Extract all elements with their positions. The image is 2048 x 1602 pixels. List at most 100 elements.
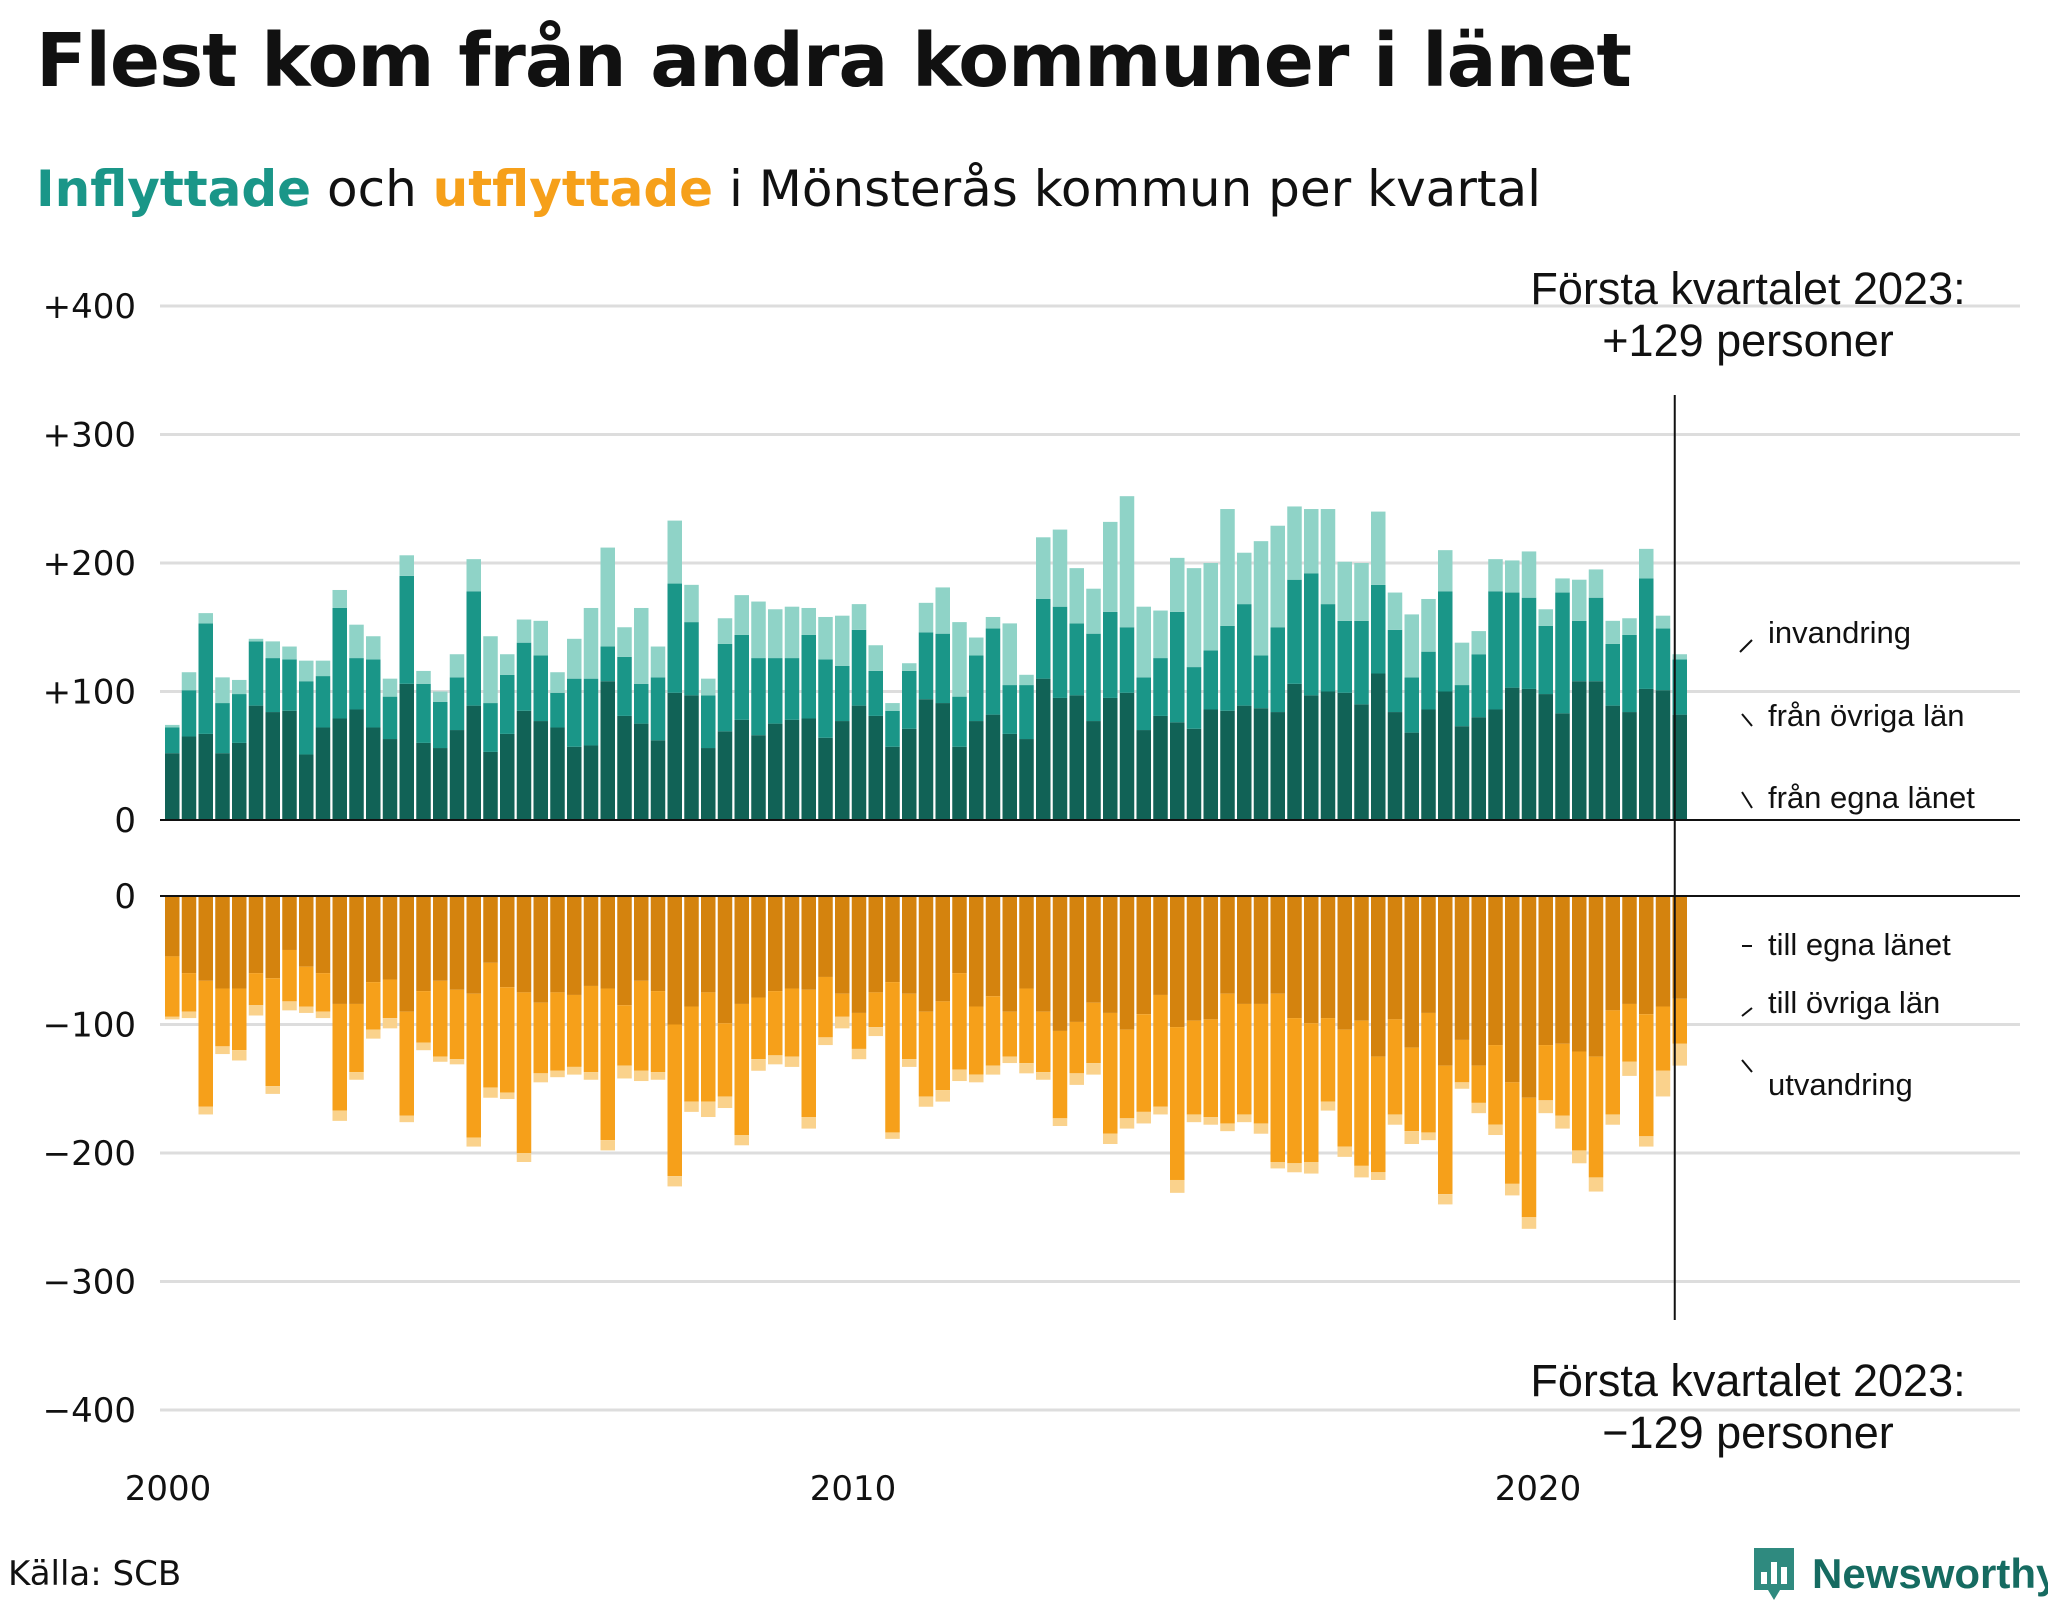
subtitle-rest: i Mönsterås kommun per kvartal	[713, 160, 1542, 218]
bar-immigration	[1119, 496, 1135, 628]
bar-inflow-own-county	[985, 714, 1001, 820]
bar-emigration	[533, 1073, 548, 1083]
bar-inflow-other-counties	[399, 575, 414, 684]
bar-immigration	[851, 604, 867, 630]
bar-emigration	[801, 1117, 816, 1129]
bar-outflow-own-county	[918, 896, 934, 1012]
bar-outflow-other-counties	[868, 992, 883, 1028]
bar-inflow-own-county	[1086, 721, 1101, 820]
bar-inflow-other-counties	[751, 658, 766, 736]
bar-inflow-own-county	[784, 719, 800, 820]
bar-outflow-other-counties	[533, 1002, 548, 1074]
bar-outflow-other-counties	[500, 987, 515, 1093]
bar-inflow-own-county	[701, 748, 716, 820]
bar-emigration	[1170, 1179, 1185, 1193]
bar-emigration	[299, 1006, 314, 1013]
bar-immigration	[516, 619, 532, 643]
bar-emigration	[282, 1001, 297, 1011]
bar-inflow-other-counties	[784, 658, 800, 720]
bar-emigration	[1387, 1114, 1403, 1125]
bar-outflow-other-counties	[1086, 1002, 1101, 1064]
bar-inflow-own-county	[1186, 728, 1202, 820]
bar-outflow-own-county	[1655, 896, 1671, 1007]
bar-outflow-own-county	[1454, 896, 1470, 1040]
bar-inflow-other-counties	[1371, 584, 1386, 674]
bar-immigration	[969, 637, 984, 656]
bar-emigration	[902, 1059, 917, 1067]
bar-inflow-own-county	[366, 727, 381, 820]
bar-outflow-other-counties	[1404, 1047, 1419, 1132]
bar-outflow-own-county	[1270, 896, 1285, 994]
bar-emigration	[1304, 1161, 1319, 1174]
bar-outflow-other-counties	[299, 966, 314, 1007]
bar-immigration	[232, 679, 247, 695]
bar-outflow-own-county	[332, 896, 347, 1004]
bar-emigration	[1119, 1118, 1135, 1129]
bar-inflow-own-county	[332, 718, 347, 820]
bar-outflow-other-counties	[1220, 993, 1235, 1124]
bar-inflow-own-county	[399, 683, 414, 820]
bar-emigration	[198, 1106, 213, 1115]
bar-outflow-other-counties	[1605, 1010, 1620, 1115]
bar-inflow-other-counties	[1404, 677, 1419, 733]
bar-emigration	[1337, 1146, 1352, 1157]
bar-immigration	[282, 646, 297, 660]
bar-inflow-own-county	[248, 705, 264, 820]
bar-inflow-own-county	[1069, 695, 1084, 820]
bar-inflow-other-counties	[1655, 628, 1671, 691]
bar-emigration	[449, 1059, 465, 1065]
bar-inflow-own-county	[1237, 705, 1252, 820]
bar-inflow-other-counties	[818, 659, 833, 738]
bar-emigration	[650, 1072, 666, 1080]
bar-outflow-own-county	[399, 896, 414, 1012]
bar-inflow-own-county	[1639, 688, 1654, 820]
bar-inflow-own-county	[1136, 730, 1151, 820]
bar-outflow-own-county	[801, 896, 816, 990]
bar-inflow-own-county	[918, 699, 934, 820]
bar-inflow-other-counties	[918, 632, 934, 700]
bar-outflow-own-county	[1136, 896, 1151, 1015]
bar-outflow-other-counties	[516, 992, 532, 1153]
bar-inflow-own-county	[567, 746, 582, 820]
bar-emigration	[1404, 1131, 1419, 1145]
bar-outflow-other-counties	[650, 991, 666, 1073]
bar-emigration	[717, 1096, 733, 1109]
bar-immigration	[667, 520, 682, 584]
bar-outflow-own-county	[835, 896, 850, 994]
bar-inflow-own-county	[1270, 712, 1285, 820]
bar-inflow-own-county	[1371, 673, 1386, 820]
bar-immigration	[567, 638, 582, 679]
bar-outflow-other-counties	[215, 988, 230, 1047]
bar-immigration	[1588, 569, 1604, 598]
bar-immigration	[1002, 623, 1017, 686]
bar-inflow-other-counties	[232, 694, 247, 743]
bar-outflow-other-counties	[265, 978, 280, 1087]
bar-outflow-own-county	[248, 896, 264, 974]
bar-inflow-other-counties	[1086, 633, 1101, 722]
bar-immigration	[818, 616, 833, 660]
bar-inflow-other-counties	[1454, 685, 1470, 727]
bar-immigration	[1354, 563, 1369, 621]
y-tick-label-top: 0	[114, 801, 136, 841]
bar-outflow-other-counties	[1002, 1011, 1017, 1057]
bar-outflow-other-counties	[449, 989, 465, 1060]
bar-outflow-own-county	[1438, 896, 1453, 1066]
bar-emigration	[1371, 1172, 1386, 1180]
bar-inflow-own-county	[1521, 688, 1537, 820]
bar-outflow-other-counties	[282, 949, 297, 1002]
bar-inflow-other-counties	[734, 634, 749, 720]
bar-inflow-own-county	[1505, 687, 1520, 820]
bar-inflow-other-counties	[617, 656, 632, 716]
bar-immigration	[550, 672, 565, 693]
bar-inflow-other-counties	[634, 683, 649, 724]
bar-outflow-other-counties	[617, 1005, 632, 1066]
bar-inflow-own-county	[215, 753, 230, 820]
bar-outflow-other-counties	[851, 1012, 867, 1049]
bar-inflow-other-counties	[1387, 629, 1403, 713]
bar-outflow-own-county	[634, 896, 649, 981]
bar-inflow-other-counties	[902, 670, 917, 729]
bar-immigration	[650, 646, 666, 678]
bar-immigration	[1203, 563, 1218, 651]
bar-outflow-own-county	[1421, 896, 1436, 1013]
bar-outflow-other-counties	[1655, 1006, 1671, 1071]
